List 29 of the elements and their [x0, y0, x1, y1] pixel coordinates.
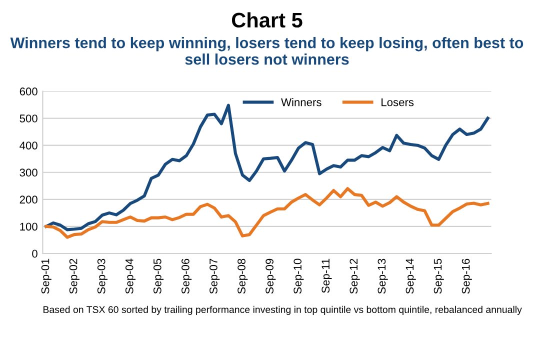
x-tick-label: Sep-15	[434, 258, 444, 294]
chart-title: Chart 5	[232, 12, 302, 28]
text: Based on TSX 60 sorted by trailing performance investing in top quintile vs bottom quintile, rebalanced annually	[44, 306, 522, 315]
x-tick-label: Sep-10	[294, 258, 304, 294]
x-tick-label: Sep-06	[182, 258, 192, 294]
y-tick-label: 400	[20, 142, 38, 150]
line-series	[44, 187, 490, 239]
x-tick-label: Sep-08	[238, 258, 248, 294]
x-tick-label: Sep-12	[350, 258, 360, 294]
legend-label: Losers	[382, 98, 414, 106]
x-tick-label: Sep-09	[266, 258, 276, 294]
legend-label: Winners	[281, 98, 322, 106]
y-tick-label: 200	[20, 196, 38, 204]
y-tick-label: 0	[32, 250, 38, 258]
y-tick-label: 600	[20, 88, 38, 96]
y-tick-label: 500	[20, 114, 38, 122]
y-tick-label: 100	[20, 222, 38, 231]
chart-subtitle: Winners tend to keep winning, losers tend to keep losing, often best to sell losers not winners	[10, 37, 524, 65]
x-tick-label: Sep-13	[378, 258, 388, 294]
x-tick-label: Sep-16	[462, 258, 472, 294]
x-tick-label: Sep-07	[210, 258, 220, 294]
x-tick-label: Sep-04	[125, 258, 136, 294]
y-tick-label: 300	[20, 168, 38, 177]
x-tick-label: Sep-14	[406, 258, 416, 294]
x-tick-label: Sep-11	[322, 258, 332, 293]
x-tick-label: Sep-03	[97, 258, 108, 294]
x-tick-label: Sep-01	[41, 258, 52, 294]
x-tick-label: Sep-05	[153, 258, 164, 294]
x-tick-label: Sep-02	[69, 258, 80, 294]
